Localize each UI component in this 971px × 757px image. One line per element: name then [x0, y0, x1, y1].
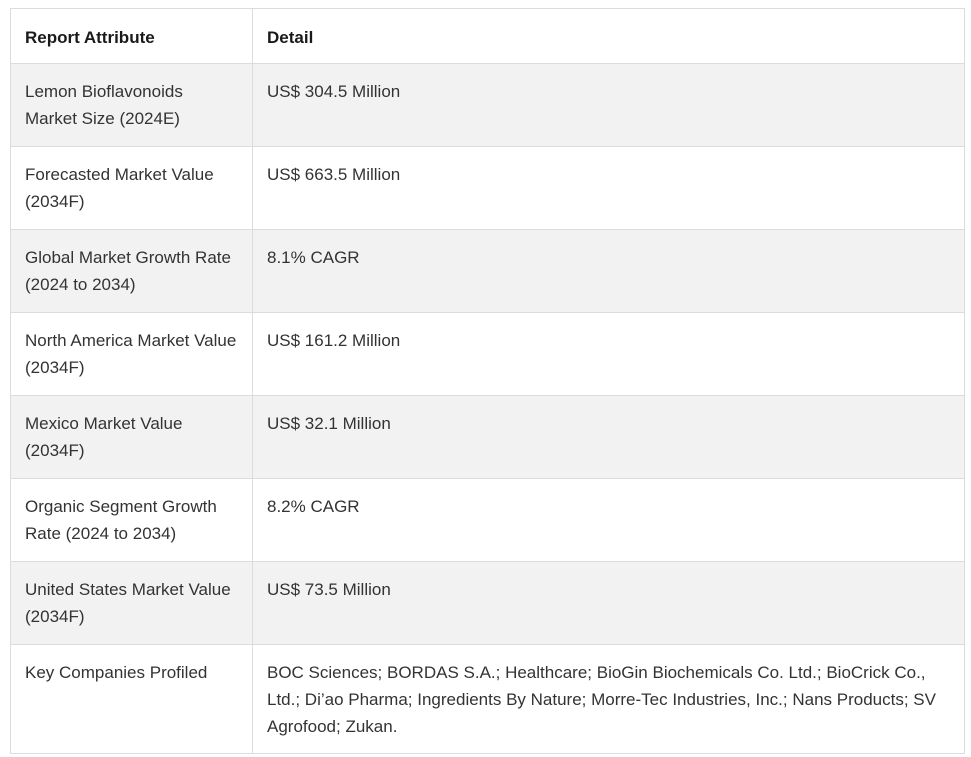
- table-row: Global Market Growth Rate (2024 to 2034)…: [10, 229, 965, 313]
- detail-cell: BOC Sciences; BORDAS S.A.; Healthcare; B…: [252, 644, 965, 754]
- table-row: Lemon Bioflavonoids Market Size (2024E) …: [10, 63, 965, 147]
- table-body: Lemon Bioflavonoids Market Size (2024E) …: [10, 63, 965, 754]
- attribute-cell: Mexico Market Value (2034F): [10, 395, 253, 479]
- table-row: Key Companies Profiled BOC Sciences; BOR…: [10, 644, 965, 754]
- detail-cell: 8.2% CAGR: [252, 478, 965, 562]
- table-row: Organic Segment Growth Rate (2024 to 203…: [10, 478, 965, 562]
- detail-cell: US$ 32.1 Million: [252, 395, 965, 479]
- table-header: Report Attribute Detail: [10, 8, 965, 64]
- attribute-cell: Organic Segment Growth Rate (2024 to 203…: [10, 478, 253, 562]
- detail-cell: US$ 73.5 Million: [252, 561, 965, 645]
- detail-cell: US$ 161.2 Million: [252, 312, 965, 396]
- detail-cell: 8.1% CAGR: [252, 229, 965, 313]
- detail-cell: US$ 304.5 Million: [252, 63, 965, 147]
- attribute-cell: North America Market Value (2034F): [10, 312, 253, 396]
- table-row: Mexico Market Value (2034F) US$ 32.1 Mil…: [10, 395, 965, 479]
- attribute-cell: Global Market Growth Rate (2024 to 2034): [10, 229, 253, 313]
- attribute-cell: United States Market Value (2034F): [10, 561, 253, 645]
- attribute-cell: Lemon Bioflavonoids Market Size (2024E): [10, 63, 253, 147]
- detail-cell: US$ 663.5 Million: [252, 146, 965, 230]
- report-attributes-table: Report Attribute Detail Lemon Bioflavono…: [10, 8, 965, 754]
- table-row: North America Market Value (2034F) US$ 1…: [10, 312, 965, 396]
- report-attributes-table-container: Report Attribute Detail Lemon Bioflavono…: [10, 8, 965, 754]
- attribute-cell: Key Companies Profiled: [10, 644, 253, 754]
- column-header-report-attribute: Report Attribute: [10, 8, 253, 64]
- table-header-row: Report Attribute Detail: [10, 8, 965, 64]
- attribute-cell: Forecasted Market Value (2034F): [10, 146, 253, 230]
- table-row: United States Market Value (2034F) US$ 7…: [10, 561, 965, 645]
- table-row: Forecasted Market Value (2034F) US$ 663.…: [10, 146, 965, 230]
- column-header-detail: Detail: [252, 8, 965, 64]
